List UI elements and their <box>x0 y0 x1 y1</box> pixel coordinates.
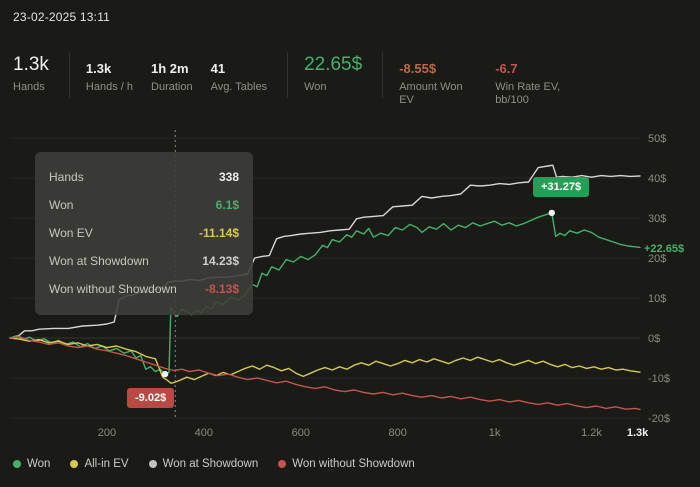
tooltip-hands-label: Hands <box>49 170 84 184</box>
legend-item-won[interactable]: Won <box>13 458 50 470</box>
stat-duration: 1h 2m Duration <box>151 50 193 107</box>
won-without-showdown-series-dot-icon <box>278 460 287 468</box>
stats-bar: 1.3k Hands 1.3k Hands / h 1h 2m Duration… <box>13 50 690 107</box>
tooltip-won-ev-value: -11.14$ <box>198 226 239 240</box>
stats-divider <box>68 52 70 98</box>
stat-amount-won-ev: -8.55$ Amount Won EV <box>399 50 477 107</box>
svg-text:20$: 20$ <box>648 253 666 265</box>
tooltip-won-no-showdown-value: -8.13$ <box>204 282 239 296</box>
won-series-dot-icon <box>13 460 21 468</box>
max-value-badge: +31.27$ <box>533 177 590 197</box>
stat-hands-per-hour: 1.3k Hands / h <box>86 50 133 107</box>
stat-avg-tables: 41 Avg. Tables <box>211 50 267 107</box>
stat-hands-label: Hands <box>13 81 45 93</box>
tooltip-won-value: 6.1$ <box>215 198 239 212</box>
legend-item-won-without-showdown[interactable]: Won without Showdown <box>278 458 415 470</box>
tooltip-won-label: Won <box>49 198 74 212</box>
legend-won-at-showdown-label: Won at Showdown <box>162 458 259 470</box>
tooltip-row: Hands 338 <box>49 163 239 191</box>
stat-hands-value: 1.3k <box>13 54 49 75</box>
stat-amount-won-ev-label: Amount Won EV <box>399 81 463 106</box>
current-value-label: +22.65$ <box>644 243 685 255</box>
svg-text:10$: 10$ <box>648 293 666 305</box>
stats-divider <box>382 52 384 98</box>
legend-won-without-showdown-label: Won without Showdown <box>292 458 415 470</box>
tooltip-row: Won EV -11.14$ <box>49 219 239 247</box>
stat-duration-value: 1h 2m <box>151 61 189 76</box>
stat-hands-per-hour-value: 1.3k <box>85 61 112 76</box>
tooltip-won-showdown-value: 14.23$ <box>202 254 239 268</box>
legend-item-won-at-showdown[interactable]: Won at Showdown <box>148 458 259 470</box>
svg-text:0$: 0$ <box>648 333 660 345</box>
stat-hands: 1.3k Hands <box>13 50 49 107</box>
stat-win-rate-ev-label: Win Rate EV, bb/100 <box>495 81 561 106</box>
stat-avg-tables-value: 41 <box>210 61 226 76</box>
won-at-showdown-series-dot-icon <box>148 460 157 468</box>
svg-text:40$: 40$ <box>648 173 666 185</box>
session-datetime: 23-02-2025 13:11 <box>13 10 111 24</box>
all-in-ev-series-dot-icon <box>70 460 79 468</box>
tooltip-row: Won without Showdown -8.13$ <box>49 275 239 303</box>
svg-text:400: 400 <box>195 427 213 439</box>
svg-text:1.2k: 1.2k <box>581 427 602 439</box>
legend-won-label: Won <box>27 458 51 470</box>
legend-item-all-in-ev[interactable]: All-in EV <box>70 458 129 470</box>
stat-win-rate-ev-value: -6.7 <box>495 61 518 76</box>
stat-avg-tables-label: Avg. Tables <box>210 81 268 93</box>
min-value-badge: -9.02$ <box>127 388 175 408</box>
stat-hands-per-hour-label: Hands / h <box>85 81 134 93</box>
svg-text:1.3k: 1.3k <box>627 427 649 439</box>
tooltip-won-showdown-label: Won at Showdown <box>49 254 149 268</box>
tooltip-won-ev-label: Won EV <box>49 226 93 240</box>
chart-hover-tooltip: Hands 338 Won 6.1$ Won EV -11.14$ Won at… <box>35 152 253 315</box>
svg-text:1k: 1k <box>489 427 501 439</box>
stats-divider <box>287 52 289 98</box>
stat-duration-label: Duration <box>151 81 193 93</box>
stat-won: 22.65$ Won <box>304 50 362 107</box>
stat-win-rate-ev: -6.7 Win Rate EV, bb/100 <box>495 50 573 107</box>
svg-text:-10$: -10$ <box>648 373 670 385</box>
svg-text:800: 800 <box>389 427 407 439</box>
stat-won-label: Won <box>304 81 327 93</box>
tooltip-hands-value: 338 <box>218 170 239 184</box>
svg-text:600: 600 <box>292 427 310 439</box>
tooltip-won-no-showdown-label: Won without Showdown <box>49 282 177 296</box>
svg-text:30$: 30$ <box>648 213 666 225</box>
legend-all-in-ev-label: All-in EV <box>84 458 129 470</box>
stat-amount-won-ev-value: -8.55$ <box>399 61 437 76</box>
svg-text:-20$: -20$ <box>648 413 670 425</box>
stat-won-value: 22.65$ <box>304 54 363 75</box>
svg-text:200: 200 <box>98 427 116 439</box>
tooltip-row: Won at Showdown 14.23$ <box>49 247 239 275</box>
chart-legend: Won All-in EV Won at Showdown Won withou… <box>13 458 415 470</box>
svg-text:50$: 50$ <box>648 133 666 145</box>
tooltip-row: Won 6.1$ <box>49 191 239 219</box>
